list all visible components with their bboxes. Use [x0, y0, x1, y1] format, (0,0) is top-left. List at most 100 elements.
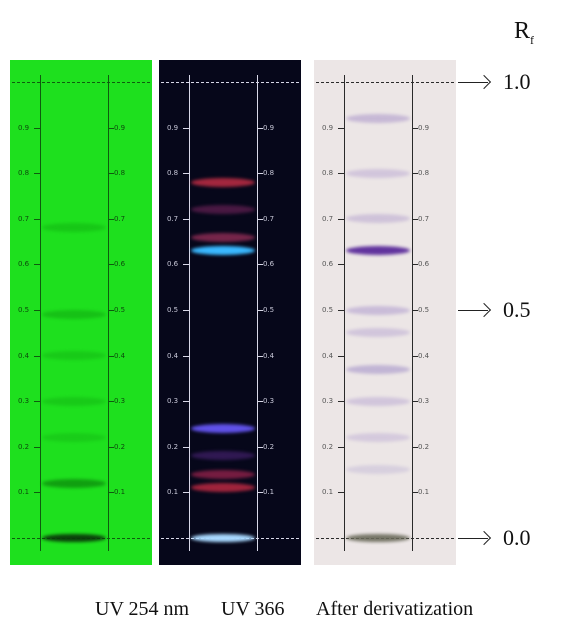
tick-label-left: 0.6	[18, 260, 30, 269]
tick-mark	[257, 355, 263, 357]
tick-mark	[412, 401, 418, 403]
caption-derivatization: After derivatization	[316, 598, 474, 620]
tick-label-right: 0.8	[263, 169, 275, 178]
tick-mark	[108, 173, 114, 175]
tick-label-right: 0.3	[114, 397, 126, 406]
tick-mark	[108, 446, 114, 448]
tick-mark	[257, 492, 263, 494]
tick-label-left: 0.1	[167, 488, 179, 497]
band	[346, 433, 410, 443]
tick-mark	[338, 310, 344, 311]
caption-uv366: UV 366	[221, 598, 285, 620]
tick-label-right: 0.2	[263, 442, 275, 451]
tick-mark	[412, 127, 418, 129]
tick-label-right: 0.5	[114, 306, 126, 314]
tick-mark	[257, 310, 263, 311]
tick-label-left: 0.5	[167, 306, 179, 314]
tick-label-left: 0.7	[18, 214, 30, 223]
tick-mark	[34, 355, 40, 357]
tick-mark	[108, 492, 114, 494]
tick-label-right: 0.6	[114, 260, 126, 269]
band	[346, 168, 410, 178]
tick-mark	[338, 401, 344, 403]
lane-left-edge	[189, 75, 190, 551]
tick-mark	[338, 355, 344, 357]
tick-mark	[338, 264, 344, 266]
tick-mark	[257, 127, 263, 129]
band	[346, 465, 410, 475]
tick-label-right: 0.1	[418, 488, 430, 497]
tick-label-right: 0.9	[114, 123, 126, 132]
tick-label-right: 0.4	[263, 351, 275, 360]
tick-mark	[108, 264, 114, 266]
tick-mark	[257, 173, 263, 175]
tick-label-right: 0.7	[114, 214, 126, 223]
tick-label-left: 0.9	[18, 123, 30, 132]
band	[191, 469, 255, 479]
tick-mark	[108, 127, 114, 129]
plate-derivatized: 0.9 0.9 0.8 0.8 0.7 0.7 0.6 0.6 0.5 0.5 0.4 0.4 0.3 0…	[314, 60, 456, 565]
tick-mark	[34, 127, 40, 129]
rf-header-sub: f	[530, 32, 535, 47]
tick-mark	[338, 492, 344, 494]
lane-left-edge	[344, 75, 345, 551]
tick-mark	[108, 310, 114, 311]
band	[346, 214, 410, 224]
tick-label-right: 0.2	[418, 442, 430, 451]
band	[42, 433, 106, 443]
tick-label-left: 0.3	[167, 397, 179, 406]
rf-marker-label: 1.0	[503, 69, 531, 94]
tick-label-left: 0.4	[167, 351, 179, 360]
tick-mark	[34, 173, 40, 175]
tick-label-right: 0.9	[263, 123, 275, 132]
tick-mark	[183, 218, 189, 220]
lane-left-edge	[40, 75, 41, 551]
band	[42, 351, 106, 361]
tick-mark	[412, 310, 418, 311]
tick-mark	[183, 127, 189, 129]
tick-mark	[183, 310, 189, 311]
tick-mark	[108, 355, 114, 357]
band	[191, 424, 255, 434]
band	[346, 246, 410, 256]
band	[42, 396, 106, 406]
tick-label-left: 0.3	[322, 397, 334, 406]
solvent-front-line	[12, 82, 150, 83]
tick-label-right: 0.3	[263, 397, 275, 406]
tick-mark	[34, 310, 40, 311]
tick-label-left: 0.7	[322, 214, 334, 223]
tick-mark	[338, 173, 344, 175]
tick-mark	[34, 218, 40, 220]
tick-mark	[108, 401, 114, 403]
tick-mark	[412, 264, 418, 266]
tick-label-left: 0.9	[167, 123, 179, 132]
tick-label-right: 0.5	[263, 306, 275, 314]
plate-uv366: 0.9 0.9 0.8 0.8 0.7 0.7 0.6 0.6 0.5 0.5 0.4 0.4 0.3 0…	[159, 60, 301, 565]
tick-mark	[412, 173, 418, 175]
band	[346, 364, 410, 374]
rf-arrow	[458, 538, 488, 539]
tick-label-right: 0.6	[418, 260, 430, 269]
band	[42, 534, 106, 542]
tick-mark	[34, 264, 40, 266]
tick-mark	[108, 218, 114, 220]
tick-label-right: 0.1	[263, 488, 275, 497]
tick-label-right: 0.1	[114, 488, 126, 497]
solvent-front-line	[316, 82, 454, 83]
tick-label-left: 0.7	[167, 214, 179, 223]
tick-label-left: 0.4	[18, 351, 30, 360]
band	[42, 478, 106, 488]
caption-uv254: UV 254 nm	[95, 598, 190, 620]
tick-label-left: 0.8	[322, 169, 334, 178]
tick-label-left: 0.9	[322, 123, 334, 132]
tick-label-right: 0.9	[418, 123, 430, 132]
tick-label-left: 0.6	[167, 260, 179, 269]
tick-mark	[183, 492, 189, 494]
band	[346, 305, 410, 315]
solvent-front-line	[161, 82, 299, 83]
plate-uv254: 0.9 0.9 0.8 0.8 0.7 0.7 0.6 0.6 0.5 0.5 0.4 0.4 0.3 0…	[10, 60, 152, 565]
tick-label-right: 0.2	[114, 442, 126, 451]
lane-right-edge	[412, 75, 413, 551]
tick-mark	[257, 401, 263, 403]
tick-mark	[183, 173, 189, 175]
